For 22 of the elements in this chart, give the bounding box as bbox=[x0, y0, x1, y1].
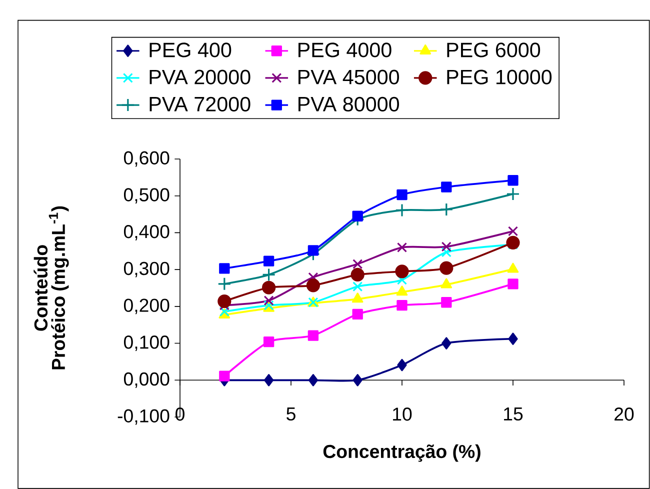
y-tick-label: 0,500 bbox=[124, 188, 170, 204]
y-tick-label: -0,100 bbox=[118, 409, 170, 425]
y-tick-label: 0,100 bbox=[124, 336, 170, 351]
x-tick-label: 10 bbox=[393, 407, 412, 421]
x-tick-label: 5 bbox=[286, 408, 296, 421]
y-tick-label: 0,200 bbox=[124, 298, 170, 314]
y-tick-label: 0,300 bbox=[124, 262, 170, 278]
legend-label: PEG 10000 bbox=[447, 70, 552, 84]
legend-label: PEG 4000 bbox=[298, 42, 392, 58]
legend-label: PEG 6000 bbox=[447, 42, 540, 58]
legend-label: PVA 72000 bbox=[150, 96, 250, 112]
legend-label: PVA 45000 bbox=[298, 70, 400, 84]
y-tick-label: 0,400 bbox=[124, 224, 170, 240]
y-axis-title: Conteúdo Protéico (mg.mL$^{-1}$) bbox=[34, 206, 69, 370]
y-tick-label: 0,000 bbox=[124, 372, 170, 388]
legend-label: PVA 80000 bbox=[298, 96, 400, 112]
legend-label: PEG 400 bbox=[150, 42, 232, 58]
x-axis-title: Concentração (%) bbox=[323, 444, 480, 462]
y-tick-label: 0,600 bbox=[124, 151, 170, 167]
x-tick-label: 20 bbox=[614, 407, 634, 421]
legend-label: PVA 20000 bbox=[150, 70, 250, 84]
x-tick-label: 15 bbox=[504, 408, 523, 421]
